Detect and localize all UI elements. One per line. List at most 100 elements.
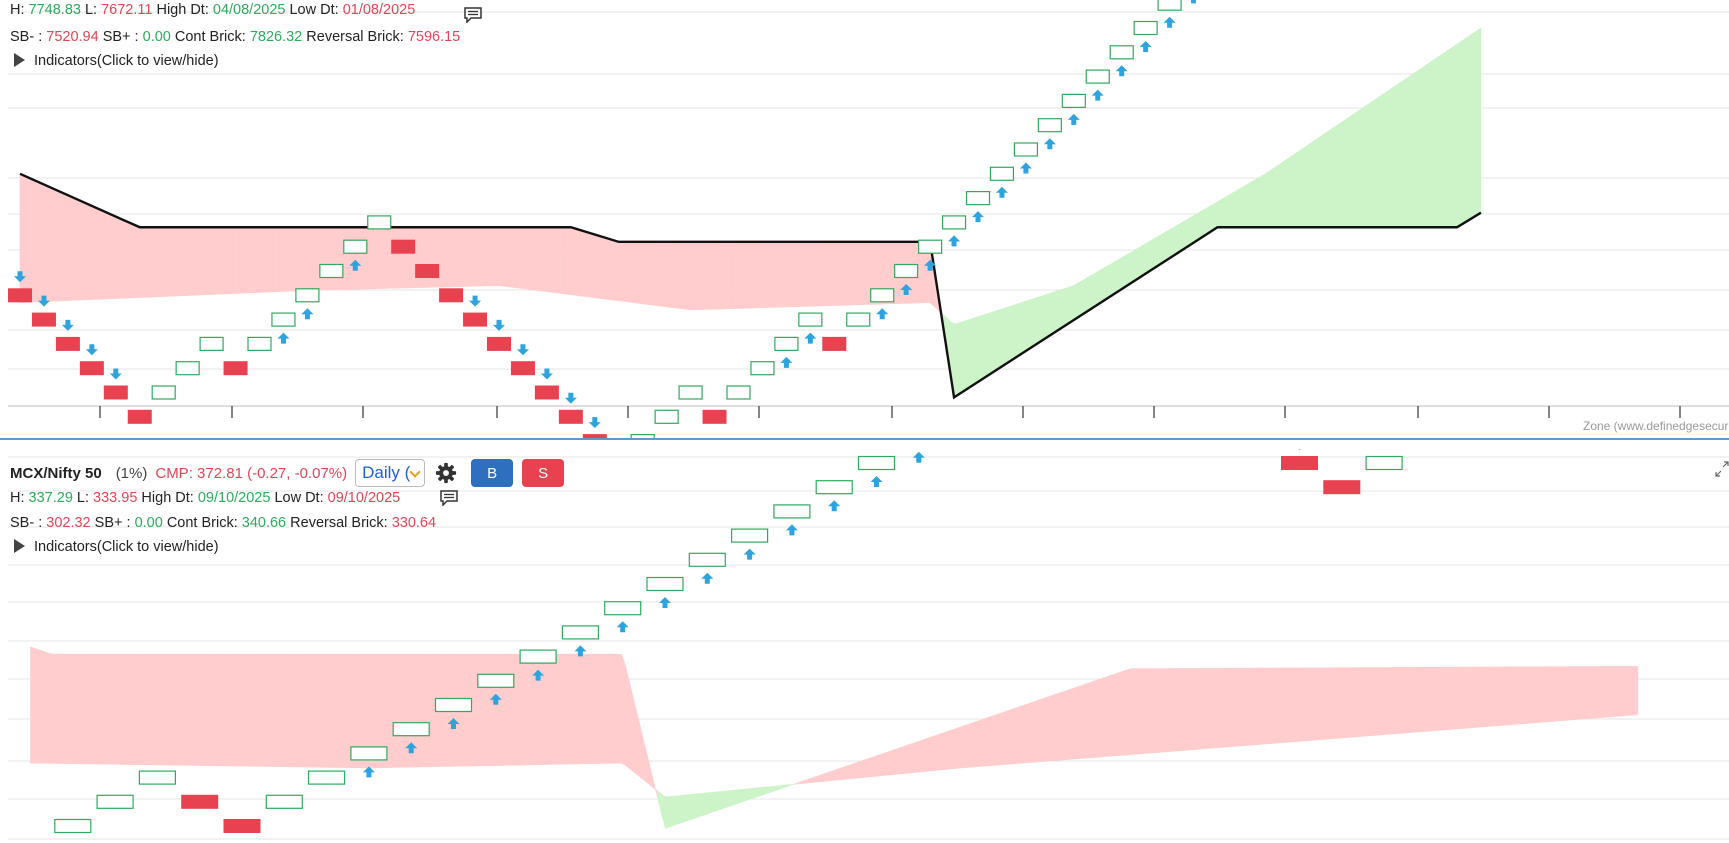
pane-divider[interactable] [0,438,1729,440]
reversal-brick-label: Reversal Brick: [302,29,408,45]
cloud-bull-segment [1374,96,1379,228]
cloud-bear-segment [823,241,828,307]
cloud-bear-segment [122,653,128,765]
renko-chart-top[interactable] [0,0,1729,438]
cloud-bear-segment [970,721,976,768]
bear-brick [103,385,128,400]
cloud-bull-segment [1363,104,1369,228]
cloud-bull-segment [685,794,690,822]
cloud-bear-segment [797,241,802,307]
bear-brick [391,239,416,254]
cloud-bear-segment [808,241,813,307]
bull-brick [774,336,799,351]
cloud-bear-segment [1279,667,1285,744]
cloud-bear-segment [520,653,526,766]
cloud-bear-segment [484,653,489,767]
cloud-bull-segment [1418,66,1423,228]
cloud-bear-segment [1062,689,1068,761]
cloud-bull-segment [1075,281,1080,320]
cloud-bear-segment [488,653,493,766]
cloud-bull-segment [677,795,682,825]
cloud-bear-segment [653,780,658,798]
cloud-bear-segment [107,212,112,300]
cloud-bear-segment [1332,667,1337,740]
cloud-bear-segment [299,653,305,768]
indicators-toggle[interactable]: Indicators(Click to view/hide) [14,539,219,555]
cloud-bear-segment [1589,666,1594,719]
cloud-bear-segment [1292,667,1297,743]
cloud-bear-segment [267,653,272,767]
sell-button[interactable]: S [522,459,565,487]
cloud-bear-segment [465,226,470,287]
cloud-bear-segment [572,653,578,765]
cloud-bear-segment [549,226,554,293]
cloud-bear-segment [138,653,144,765]
up-arrow-icon [972,211,984,223]
cloud-bull-segment [661,793,666,829]
cloud-bear-segment [41,183,46,302]
buy-button[interactable]: B [471,459,514,487]
bear-brick [55,336,80,351]
cloud-bear-segment [355,226,360,290]
gear-icon[interactable] [435,462,457,484]
cloud-bear-segment [300,226,306,292]
cloud-bear-segment [142,653,148,766]
cloud-bear-segment [1123,669,1128,756]
cloud-bear-segment [1199,668,1205,750]
cloud-bear-segment [121,218,127,299]
comment-icon[interactable] [463,7,483,23]
cloud-bull-segment [1133,247,1138,282]
cloud-bear-segment [428,653,433,768]
cloud-bear-segment [403,226,408,289]
cloud-bear-segment [173,226,178,297]
cloud-bear-segment [1360,667,1365,737]
cloud-bear-segment [863,241,868,305]
cloud-bear-segment [926,736,931,772]
cloud-bear-segment [1593,666,1599,719]
expand-triangle-icon [14,53,25,67]
cloud-bear-segment [556,226,561,294]
cloud-bear-segment [1617,666,1623,717]
cloud-bear-segment [564,653,570,765]
cloud-bear-segment [1509,666,1514,726]
down-arrow-icon [14,271,26,283]
cloud-bull-segment [737,789,743,804]
cloud-bull-segment [725,790,731,809]
cloud-bear-segment [1496,666,1502,727]
cloud-bear-segment [38,649,43,764]
bull-brick [96,794,134,809]
cloud-bear-segment [436,226,441,288]
bull-brick [726,385,751,400]
cloud-bear-segment [914,740,919,773]
timeframe-select[interactable]: Daily ( [355,459,426,487]
up-arrow-icon [804,332,817,344]
up-arrow-icon [1019,162,1032,174]
cloud-bear-segment [516,653,522,766]
cloud-bear-segment [1581,666,1586,720]
high-date-label: High Dt: [137,490,198,506]
cloud-bear-segment [1597,666,1603,719]
cloud-bear-segment [532,653,538,766]
expand-icon[interactable] [1715,461,1729,477]
cloud-bear-segment [826,241,832,307]
cloud-bull-segment [1038,295,1043,344]
cloud-bull-segment [1338,121,1343,228]
comment-icon[interactable] [439,490,459,506]
cloud-bear-segment [303,653,309,768]
cloud-bear-segment [837,767,843,781]
cloud-bear-segment [219,653,224,767]
cloud-bull-segment [1429,59,1434,228]
cloud-bear-segment [198,226,203,296]
cloud-bear-segment [600,235,605,300]
cloud-bear-segment [649,763,654,789]
current-price: CMP: 372.81 (-0.27, -0.07%) [155,464,348,482]
indicators-toggle[interactable]: Indicators(Click to view/hide) [14,53,219,69]
bull-brick [1085,69,1110,84]
bear-brick [534,385,559,400]
renko-chart-bottom[interactable] [0,449,1729,843]
down-arrow-icon [588,417,601,429]
cloud-bull-segment [1407,74,1412,228]
cloud-bear-segment [1075,685,1080,760]
cloud-bull-segment [693,793,698,820]
cloud-bear-segment [1227,667,1233,748]
